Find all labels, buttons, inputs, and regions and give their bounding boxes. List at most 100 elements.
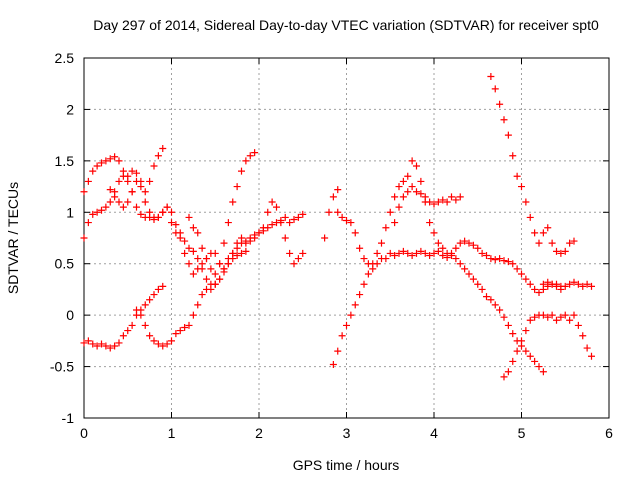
data-point (500, 313, 508, 321)
data-point (119, 332, 127, 340)
data-point (395, 183, 403, 191)
data-point (583, 344, 591, 352)
data-point (509, 152, 517, 160)
data-point (146, 177, 154, 185)
data-point (185, 244, 193, 252)
data-point (382, 224, 390, 232)
data-point (452, 244, 460, 252)
data-point (504, 368, 512, 376)
x-tick-label: 6 (605, 425, 613, 441)
data-point (220, 265, 228, 273)
data-point (233, 183, 241, 191)
data-point (413, 188, 420, 196)
data-point (185, 260, 193, 268)
data-point (246, 152, 254, 160)
data-point (579, 332, 587, 340)
data-point (137, 311, 145, 319)
data-point (504, 258, 512, 266)
data-point (106, 198, 114, 206)
data-point (159, 282, 167, 290)
data-point (531, 229, 539, 237)
data-point (115, 339, 123, 347)
data-point (246, 234, 254, 242)
data-point (189, 224, 197, 232)
data-point (561, 282, 569, 290)
data-point (264, 208, 272, 216)
data-point (211, 280, 219, 288)
data-point (500, 373, 508, 381)
data-point (421, 193, 429, 201)
data-point (347, 219, 355, 227)
data-point (84, 219, 92, 227)
data-point (84, 177, 92, 185)
data-point (439, 244, 447, 252)
data-point (452, 255, 460, 263)
data-point (417, 177, 425, 185)
data-point (194, 301, 202, 309)
data-point (513, 172, 521, 180)
data-point (360, 255, 368, 263)
data-point (434, 247, 442, 255)
data-point (526, 316, 534, 324)
data-point (509, 260, 517, 268)
data-point (399, 177, 407, 185)
data-point (448, 249, 455, 257)
data-point (329, 193, 337, 201)
data-point (325, 208, 333, 216)
data-point (395, 249, 403, 257)
data-point (557, 313, 565, 321)
data-point (128, 167, 136, 175)
data-point (203, 275, 210, 283)
data-point (478, 249, 486, 257)
data-point (588, 282, 595, 290)
data-point (513, 265, 521, 273)
y-tick-label: 0 (66, 307, 74, 323)
data-point (391, 193, 399, 201)
axis-ticks: 0 1 2 3 4 5 6 -1 -0.5 0 0.5 1 1.5 2 2.5 (50, 50, 613, 441)
data-point (154, 213, 162, 221)
data-point (548, 280, 556, 288)
series-track-k (487, 73, 578, 257)
data-point (141, 188, 149, 196)
series-track-l (500, 311, 595, 381)
data-point (531, 285, 539, 293)
data-point (80, 234, 88, 242)
data-point (93, 342, 101, 350)
data-point (408, 251, 416, 259)
data-point (408, 157, 416, 165)
data-point (224, 219, 232, 227)
data-point (150, 291, 158, 299)
series-track-m (539, 278, 595, 293)
data-point (281, 234, 289, 242)
data-point (141, 198, 149, 206)
data-point (277, 217, 285, 225)
data-point (539, 368, 547, 376)
data-point (548, 311, 556, 319)
data-point (251, 149, 259, 157)
data-point (483, 251, 490, 259)
data-point (518, 337, 525, 345)
data-point (386, 208, 394, 216)
data-point (548, 239, 556, 247)
data-point (124, 198, 132, 206)
data-point (421, 249, 429, 257)
data-point (448, 193, 455, 201)
data-point (531, 357, 539, 365)
series-track-f (185, 149, 259, 278)
y-tick-label: 0.5 (55, 256, 75, 272)
series-track-h (329, 157, 547, 376)
data-point (233, 251, 241, 259)
data-point (242, 237, 250, 245)
data-point (570, 237, 578, 245)
data-point (439, 196, 447, 204)
data-point (382, 255, 390, 263)
data-point (557, 285, 565, 293)
data-point (338, 332, 346, 340)
data-point (146, 208, 154, 216)
data-point (242, 247, 250, 255)
data-point (417, 247, 425, 255)
data-point (351, 301, 359, 309)
x-tick-label: 5 (518, 425, 526, 441)
data-point (413, 162, 420, 170)
